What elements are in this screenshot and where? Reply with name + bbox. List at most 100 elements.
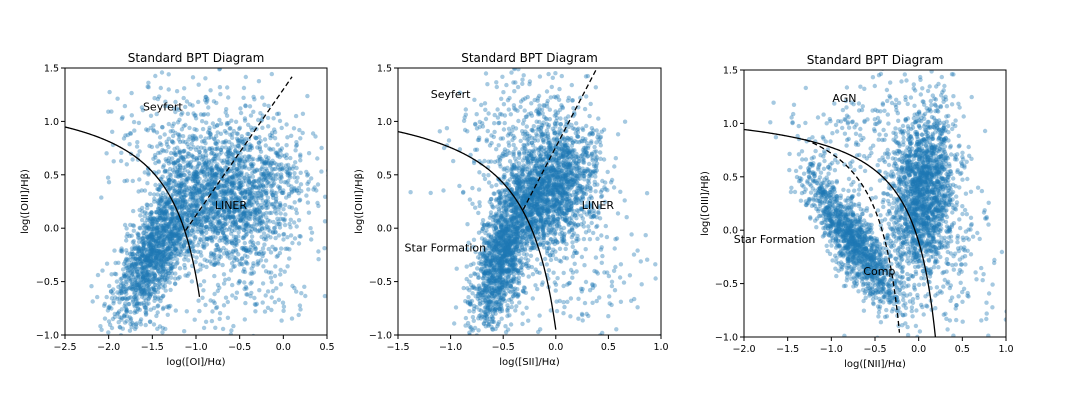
scatter-point	[265, 179, 271, 185]
scatter-point	[234, 237, 239, 242]
scatter-point	[133, 261, 138, 267]
scatter-point	[188, 207, 193, 212]
scatter-point	[305, 172, 311, 177]
scatter-point	[165, 223, 170, 228]
scatter-point	[251, 240, 256, 246]
scatter-point	[147, 259, 152, 264]
scatter-point	[135, 292, 140, 298]
scatter-point	[164, 257, 169, 262]
scatter-point	[233, 241, 238, 246]
scatter-point	[209, 235, 214, 241]
scatter-point	[231, 200, 237, 206]
scatter-point	[266, 124, 271, 129]
scatter-point	[161, 216, 166, 221]
scatter-point	[254, 211, 259, 216]
scatter-point	[221, 223, 226, 229]
scatter-point	[143, 322, 148, 328]
scatter-point	[255, 194, 260, 199]
scatter-point	[214, 163, 219, 169]
scatter-point	[154, 224, 159, 230]
scatter-point	[186, 258, 191, 263]
scatter-point	[238, 190, 243, 195]
scatter-point	[146, 254, 152, 259]
scatter-point	[117, 315, 122, 320]
scatter-point	[193, 198, 199, 203]
scatter-point	[201, 203, 207, 209]
scatter-point	[129, 277, 134, 282]
scatter-point	[161, 241, 167, 247]
scatter-point	[117, 300, 122, 305]
scatter-point	[201, 242, 206, 247]
scatter-point	[244, 223, 249, 228]
scatter-point	[143, 281, 148, 286]
scatter-point	[173, 276, 178, 281]
scatter-point	[225, 148, 231, 153]
scatter-point	[170, 249, 176, 255]
scatter-point	[170, 265, 175, 270]
scatter-point	[208, 198, 213, 203]
scatter-point	[130, 287, 135, 292]
scatter-point	[170, 234, 176, 239]
scatter-point	[174, 182, 179, 187]
scatter-point	[259, 166, 264, 171]
scatter-point	[172, 250, 177, 256]
scatter-point	[232, 206, 237, 211]
scatter-point	[248, 214, 253, 219]
scatter-point	[162, 252, 167, 258]
scatter-point	[199, 167, 205, 172]
scatter-point	[284, 180, 289, 185]
scatter-point	[278, 267, 283, 273]
scatter-point	[142, 257, 148, 262]
scatter-point	[478, 351, 482, 355]
scatter-point	[222, 236, 227, 241]
scatter-point	[229, 189, 234, 194]
scatter-point	[207, 146, 212, 151]
scatter-point	[217, 117, 222, 123]
scatter-point	[123, 301, 128, 306]
scatter-point	[181, 212, 186, 217]
scatter-point	[203, 218, 209, 223]
scatter-point	[165, 247, 170, 252]
scatter-point	[124, 291, 129, 296]
scatter-point	[204, 100, 209, 105]
scatter-point	[284, 122, 289, 127]
scatter-point	[237, 196, 242, 201]
scatter-point	[156, 235, 161, 241]
scatter-point	[260, 205, 265, 210]
scatter-point	[192, 216, 197, 221]
scatter-point	[171, 232, 176, 237]
scatter-point	[210, 234, 216, 239]
scatter-point	[207, 171, 212, 176]
scatter-point	[237, 138, 242, 143]
scatter-point	[116, 320, 121, 325]
scatter-point	[204, 236, 209, 241]
scatter-point	[281, 165, 286, 171]
scatter-point	[241, 247, 246, 252]
scatter-point	[177, 150, 183, 156]
scatter-point	[194, 208, 199, 214]
scatter-point	[263, 235, 268, 240]
scatter-point	[204, 190, 210, 196]
scatter-point	[132, 265, 138, 270]
scatter-point	[144, 257, 149, 262]
scatter-point	[190, 154, 195, 159]
scatter-point	[139, 294, 145, 299]
scatter-point	[194, 208, 199, 214]
scatter-point	[151, 276, 157, 281]
scatter-point	[154, 219, 159, 225]
scatter-point	[233, 206, 238, 211]
scatter-point	[242, 116, 248, 121]
scatter-point	[259, 227, 265, 232]
scatter-point	[141, 236, 146, 241]
scatter-point	[143, 263, 149, 268]
scatter-point	[213, 305, 219, 311]
scatter-point	[264, 237, 269, 242]
scatter-point	[241, 164, 247, 170]
scatter-point	[112, 271, 118, 276]
scatter-point	[158, 256, 163, 262]
scatter-point	[186, 144, 191, 150]
scatter-point	[130, 285, 135, 290]
scatter-point	[236, 186, 241, 191]
scatter-point	[262, 172, 267, 178]
scatter-point	[249, 238, 254, 243]
